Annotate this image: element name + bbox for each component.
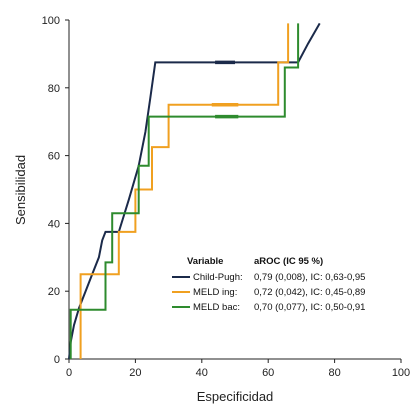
y-tick-label: 0: [54, 354, 60, 366]
y-tick-label: 80: [48, 83, 60, 95]
series-lines: [68, 22, 321, 360]
legend-series-name: MELD ing:: [193, 287, 237, 298]
legend-series-value: 0,79 (0,008), IC: 0,63-0,95: [254, 272, 365, 283]
legend-series-name: MELD bac:: [193, 302, 240, 313]
x-tick-label: 0: [66, 367, 72, 379]
legend: Variable aROC (IC 95 %) Child-Pugh: 0,79 …: [172, 256, 365, 313]
legend-header-variable: Variable: [187, 256, 223, 267]
x-tick-label: 80: [328, 367, 340, 379]
series-line-3: [69, 23, 300, 359]
x-tick-label: 60: [262, 367, 274, 379]
x-axis-title: Especificidad: [197, 389, 274, 404]
y-axis-title: Sensibilidad: [13, 155, 28, 225]
y-tick-label: 20: [48, 286, 60, 298]
axis-ticks: 0 20 40 60 80 100 0 20 40 60 80 100: [42, 15, 411, 379]
legend-header-value: aROC (IC 95 %): [254, 256, 323, 267]
axes: [68, 20, 401, 360]
legend-series-value: 0,70 (0,077), IC: 0,50-0,91: [254, 302, 365, 313]
legend-series-value: 0,72 (0,042), IC: 0,45-0,89: [254, 287, 365, 298]
y-tick-label: 100: [42, 15, 60, 27]
x-tick-label: 100: [392, 367, 410, 379]
legend-series-name: Child-Pugh:: [193, 272, 243, 283]
y-tick-label: 40: [48, 218, 60, 230]
y-tick-label: 60: [48, 151, 60, 163]
x-tick-label: 20: [129, 367, 141, 379]
x-tick-label: 40: [196, 367, 208, 379]
